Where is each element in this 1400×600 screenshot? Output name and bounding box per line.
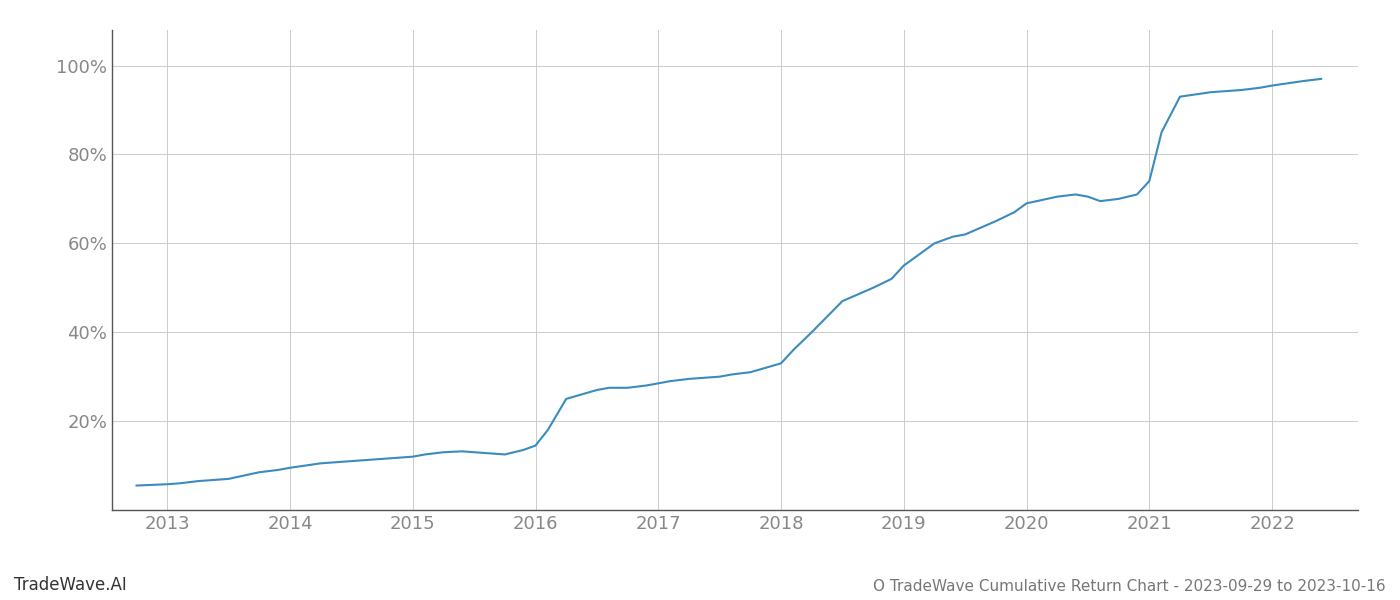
Text: O TradeWave Cumulative Return Chart - 2023-09-29 to 2023-10-16: O TradeWave Cumulative Return Chart - 20… <box>874 579 1386 594</box>
Text: TradeWave.AI: TradeWave.AI <box>14 576 127 594</box>
